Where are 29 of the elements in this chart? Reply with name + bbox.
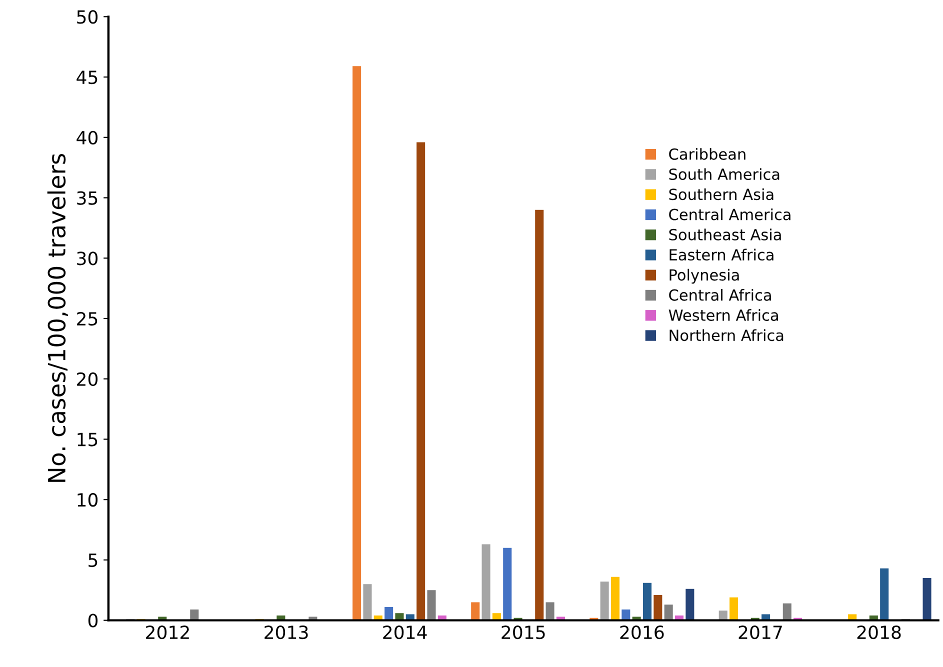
y-tick-label: 5	[88, 554, 98, 568]
legend-label: Southern Asia	[669, 188, 774, 200]
x-tick-label: 2017	[738, 625, 782, 640]
legend-label: Western Africa	[668, 309, 778, 321]
legend-label: Central America	[669, 208, 790, 220]
y-tick-label: 30	[77, 252, 98, 266]
y-tick-label: 20	[77, 372, 98, 386]
legend-label: South America	[669, 168, 780, 180]
x-tick-label: 2018	[857, 625, 901, 640]
y-tick-label: 0	[88, 614, 98, 628]
y-tick-label: 15	[78, 432, 98, 446]
y-axis-title: No. cases/100,000 travelers	[47, 154, 68, 482]
legend-label: Polynesia	[670, 268, 739, 284]
y-tick-label: 40	[76, 130, 98, 145]
x-tick-label: 2013	[264, 625, 308, 640]
legend-label: Eastern Africa	[670, 248, 774, 261]
legend-label: Central Africa	[669, 288, 771, 301]
x-tick-label: 2012	[146, 625, 189, 640]
x-tick-label: 2016	[620, 625, 664, 640]
legend-label: Southeast Asia	[669, 228, 781, 240]
y-tick-label: 10	[78, 493, 98, 507]
legend-label: Caribbean	[669, 148, 746, 160]
y-tick-label: 35	[77, 191, 98, 205]
y-tick-label: 45	[76, 70, 98, 84]
y-tick-label: 25	[77, 312, 98, 326]
y-tick-label: 50	[77, 10, 98, 24]
x-tick-label: 2014	[383, 625, 427, 640]
legend-label: Northern Africa	[670, 329, 784, 342]
x-tick-label: 2015	[502, 625, 545, 640]
